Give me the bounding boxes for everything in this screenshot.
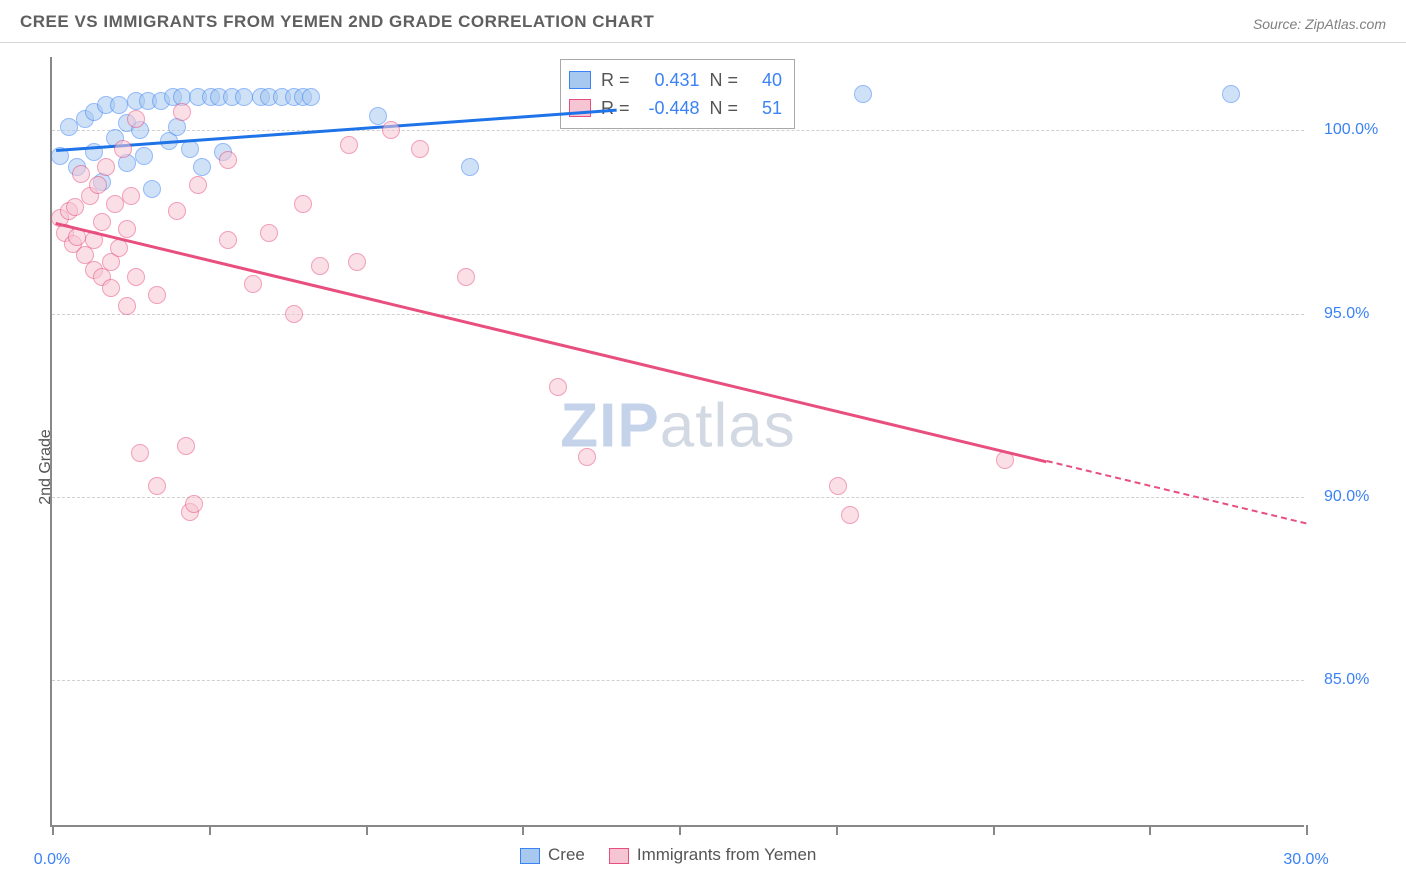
data-point [102, 279, 120, 297]
data-point [549, 378, 567, 396]
data-point [118, 297, 136, 315]
data-point [97, 158, 115, 176]
x-tick [366, 825, 368, 835]
watermark-zip: ZIP [560, 391, 659, 460]
scatter-plot: ZIPatlas R =0.431N =40R =-0.448N =51 85.… [50, 57, 1304, 827]
x-tick [993, 825, 995, 835]
data-point [193, 158, 211, 176]
data-point [457, 268, 475, 286]
y-tick-label: 85.0% [1324, 671, 1369, 689]
data-point [60, 118, 78, 136]
data-point [143, 180, 161, 198]
chart-header: CREE VS IMMIGRANTS FROM YEMEN 2ND GRADE … [0, 0, 1406, 43]
data-point [841, 506, 859, 524]
x-tick-label: 30.0% [1283, 851, 1328, 869]
legend-swatch [520, 848, 540, 864]
r-label: R = [601, 66, 630, 94]
data-point [118, 220, 136, 238]
stats-legend-box: R = 0.431 N = 40R = -0.448 N = 51 [560, 59, 795, 129]
data-point [854, 85, 872, 103]
y-tick-label: 90.0% [1324, 488, 1369, 506]
chart-source: Source: ZipAtlas.com [1253, 16, 1386, 32]
data-point [285, 305, 303, 323]
chart-title: CREE VS IMMIGRANTS FROM YEMEN 2ND GRADE … [20, 12, 654, 32]
data-point [110, 96, 128, 114]
data-point [578, 448, 596, 466]
data-point [93, 213, 111, 231]
x-tick [1149, 825, 1151, 835]
data-point [106, 195, 124, 213]
gridline [52, 497, 1304, 498]
data-point [382, 121, 400, 139]
legend-item: Immigrants from Yemen [609, 845, 817, 865]
data-point [72, 165, 90, 183]
trend-line [1046, 460, 1306, 524]
data-point [1222, 85, 1240, 103]
data-point [219, 151, 237, 169]
x-tick [209, 825, 211, 835]
stats-row: R = 0.431 N = 40 [569, 66, 782, 94]
data-point [244, 275, 262, 293]
data-point [411, 140, 429, 158]
legend-item: Cree [520, 845, 585, 865]
x-tick [522, 825, 524, 835]
data-point [173, 103, 191, 121]
data-point [260, 224, 278, 242]
r-value: -0.448 [640, 94, 700, 122]
watermark-atlas: atlas [660, 391, 796, 460]
n-label: N = [710, 94, 739, 122]
x-tick [836, 825, 838, 835]
data-point [177, 437, 195, 455]
data-point [302, 88, 320, 106]
stats-row: R =-0.448N =51 [569, 94, 782, 122]
gridline [52, 314, 1304, 315]
x-tick-label: 0.0% [34, 851, 70, 869]
legend-bottom: Cree Immigrants from Yemen [520, 845, 816, 865]
data-point [122, 187, 140, 205]
data-point [369, 107, 387, 125]
data-point [127, 268, 145, 286]
legend-label: Immigrants from Yemen [637, 845, 817, 864]
y-tick-label: 100.0% [1324, 121, 1378, 139]
data-point [135, 147, 153, 165]
data-point [340, 136, 358, 154]
data-point [185, 495, 203, 513]
data-point [89, 176, 107, 194]
data-point [114, 140, 132, 158]
data-point [189, 176, 207, 194]
watermark: ZIPatlas [560, 390, 795, 461]
r-value: 0.431 [640, 66, 700, 94]
trend-line [55, 222, 1046, 463]
data-point [461, 158, 479, 176]
data-point [219, 231, 237, 249]
data-point [148, 286, 166, 304]
data-point [168, 202, 186, 220]
n-value: 51 [748, 94, 782, 122]
gridline [52, 680, 1304, 681]
data-point [348, 253, 366, 271]
series-swatch [569, 71, 591, 89]
x-tick [1306, 825, 1308, 835]
data-point [311, 257, 329, 275]
legend-swatch [609, 848, 629, 864]
data-point [148, 477, 166, 495]
data-point [294, 195, 312, 213]
x-tick [52, 825, 54, 835]
legend-label: Cree [548, 845, 585, 864]
data-point [131, 444, 149, 462]
gridline [52, 130, 1304, 131]
data-point [127, 110, 145, 128]
plot-wrap: 2nd Grade ZIPatlas R =0.431N =40R =-0.44… [0, 43, 1406, 891]
n-value: 40 [748, 66, 782, 94]
data-point [235, 88, 253, 106]
y-tick-label: 95.0% [1324, 305, 1369, 323]
n-label: N = [710, 66, 739, 94]
data-point [829, 477, 847, 495]
x-tick [679, 825, 681, 835]
